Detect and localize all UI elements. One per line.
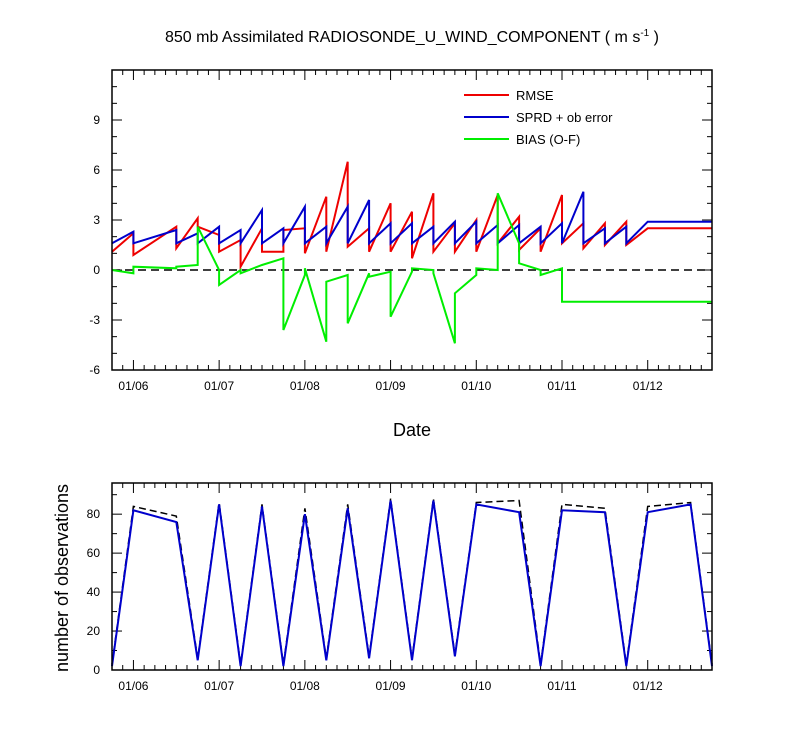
series-line-sprd-ob-error <box>111 191 712 247</box>
x-tick-label: 01/12 <box>633 379 663 393</box>
plot-frame <box>111 69 713 371</box>
x-tick-label: 01/08 <box>290 379 320 393</box>
x-tick-label: 01/09 <box>376 379 406 393</box>
x-tick-label: 01/06 <box>118 379 148 393</box>
x-tick-label: 01/11 <box>547 679 576 693</box>
x-axis-title: Date <box>393 420 431 440</box>
legend-label: SPRD + ob error <box>516 110 613 125</box>
y-tick-label: 3 <box>93 213 100 227</box>
y-tick-label: 60 <box>87 546 101 560</box>
x-tick-label: 01/06 <box>118 679 148 693</box>
series-line-rmse <box>111 161 712 271</box>
y-tick-label: -3 <box>89 313 100 327</box>
y-tick-label: 40 <box>87 585 101 599</box>
y-tick-label: 9 <box>93 113 100 127</box>
x-tick-label: 01/07 <box>204 379 234 393</box>
y-axis-title-observations: number of observations <box>52 484 72 672</box>
top-panel: 01/06 01/07 01/08 01/09 01/10 01/11 01/12 -6 -3 0… <box>89 69 713 393</box>
x-tick-label: 01/10 <box>461 679 491 693</box>
y-tick-label: 0 <box>93 263 100 277</box>
x-tick-label: 01/07 <box>204 679 234 693</box>
legend-label: RMSE <box>516 88 554 103</box>
x-tick-label: 01/11 <box>547 379 576 393</box>
chart-title: 850 mb Assimilated RADIOSONDE_U_WIND_COM… <box>165 28 659 46</box>
y-tick-label: -6 <box>89 363 100 377</box>
y-tick-label: 6 <box>93 163 100 177</box>
y-tick-label: 20 <box>87 624 101 638</box>
y-tick-label: 0 <box>93 663 100 677</box>
plot-frame <box>111 482 713 671</box>
bottom-panel: 01/06 01/07 01/08 01/09 01/10 01/11 01/12 0 20 40… <box>87 482 713 693</box>
legend-label: BIAS (O-F) <box>516 132 580 147</box>
x-tick-label: 01/10 <box>461 379 491 393</box>
x-tick-label: 01/08 <box>290 679 320 693</box>
x-tick-label: 01/09 <box>376 679 406 693</box>
y-tick-label: 80 <box>87 507 101 521</box>
series-line-observations-assimilated <box>111 500 713 667</box>
series-line-bias-o-f- <box>111 192 712 344</box>
series-line-observations-possible <box>111 498 713 665</box>
x-tick-label: 01/12 <box>633 679 663 693</box>
